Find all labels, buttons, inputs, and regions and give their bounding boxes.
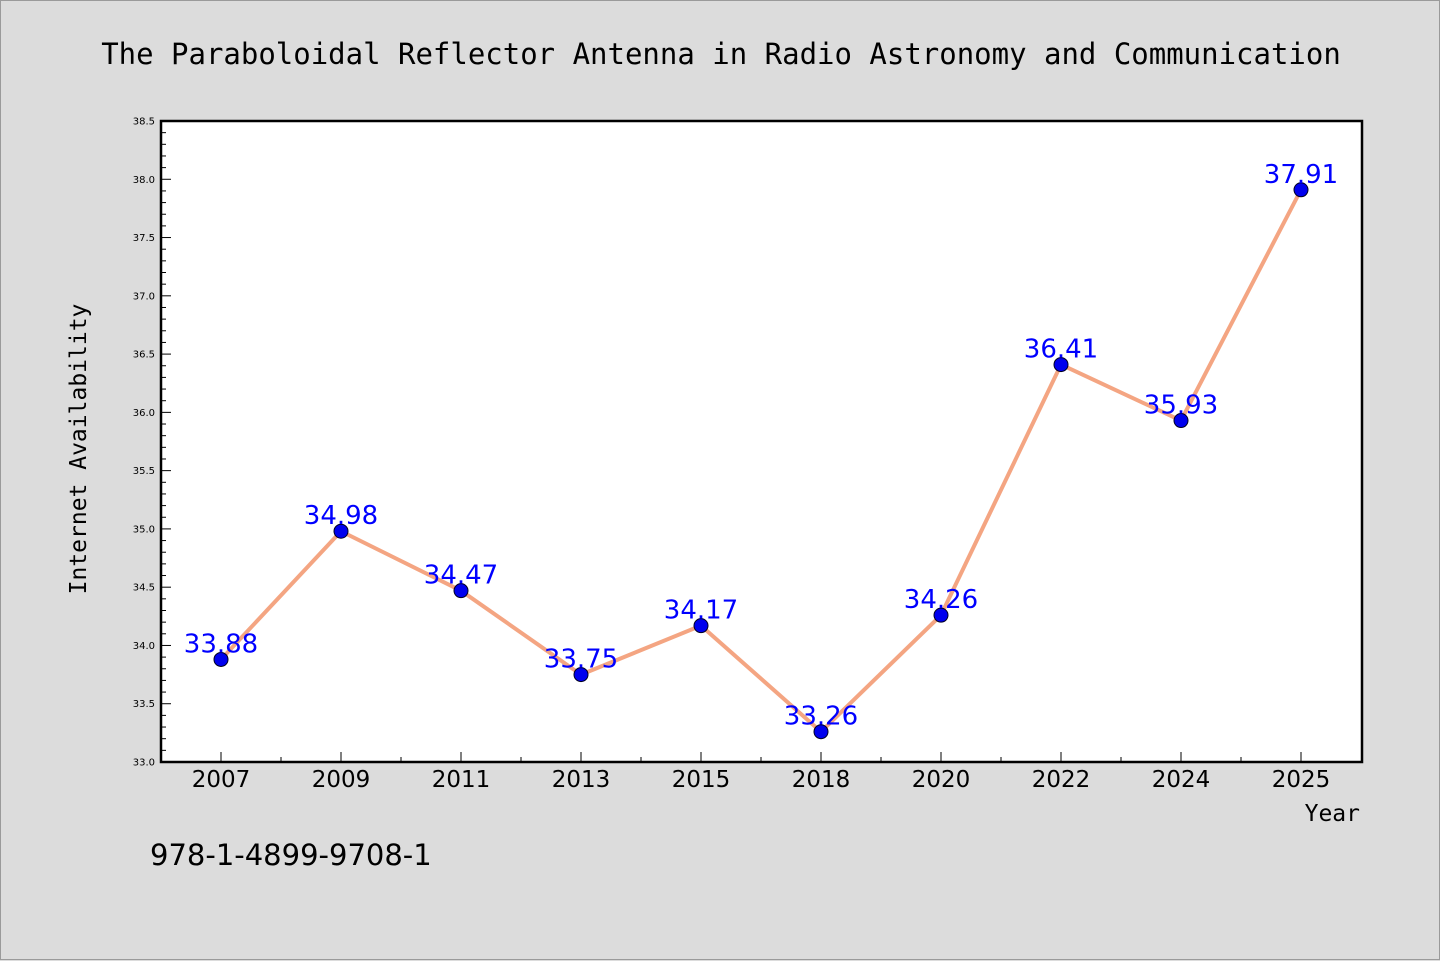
series-layer: [219, 187, 1303, 734]
y-tick-label: 36.0: [133, 408, 155, 419]
x-axis: 2007 2009 2011 2013 2015 2018 2020 2022 2024 2025: [192, 752, 1331, 793]
x-tick-label: 2007: [192, 767, 251, 793]
x-tick-label: 2013: [552, 767, 611, 793]
data-label: 33.26: [784, 702, 858, 732]
y-tick-label: 34.0: [133, 641, 155, 652]
data-point: [933, 607, 949, 623]
y-axis-label: Internet Availability: [66, 304, 92, 595]
y-tick-label: 37.5: [133, 233, 155, 244]
x-tick-label: 2018: [792, 767, 851, 793]
data-point: [813, 724, 829, 740]
data-point: [1053, 357, 1069, 373]
data-label: 34.47: [424, 561, 498, 591]
y-tick-label: 35.0: [133, 524, 155, 535]
data-label: 36.41: [1024, 335, 1098, 365]
data-point: [333, 523, 349, 539]
x-tick-label: 2009: [312, 767, 371, 793]
y-tick-label: 33.5: [133, 699, 155, 710]
x-tick-label: 2020: [912, 767, 971, 793]
x-tick-label: 2024: [1152, 767, 1211, 793]
y-tick-label: 37.0: [133, 291, 155, 302]
data-label: 34.17: [664, 596, 738, 626]
plot-area: [161, 121, 1362, 762]
y-tick-label: 34.5: [133, 583, 155, 594]
data-point: [213, 651, 229, 667]
chart-title: The Paraboloidal Reflector Antenna in Ra…: [101, 37, 1341, 71]
y-tick-label: 38.0: [133, 175, 155, 186]
data-label: 33.75: [544, 645, 618, 675]
data-label: 37.91: [1264, 160, 1338, 190]
data-label-layer: 33.88 34.98 34.47 33.75 34.17 33.26 34.26 36.41…: [184, 160, 1338, 732]
data-label: 34.98: [304, 501, 378, 531]
plot-frame: [159, 119, 1364, 764]
data-point: [1293, 182, 1309, 198]
y-axis: 33.0 33.5 34.0 34.5 35.0 35.5 36.0 36.5 37.0 37.5…: [133, 117, 171, 769]
y-tick-label: 33.0: [133, 758, 155, 769]
marker-layer: [213, 182, 1309, 740]
y-tick-label: 36.5: [133, 350, 155, 361]
isbn-code: 978-1-4899-9708-1: [150, 838, 432, 872]
x-axis-label: Year: [1305, 801, 1360, 827]
x-tick-label: 2022: [1032, 767, 1091, 793]
data-label: 33.88: [184, 629, 258, 659]
data-label: 34.26: [904, 585, 978, 615]
data-point: [573, 667, 589, 683]
x-tick-label: 2025: [1272, 767, 1331, 793]
y-tick-label: 38.5: [133, 117, 155, 128]
series-line: [219, 187, 1303, 734]
data-point: [693, 618, 709, 634]
y-tick-label: 35.5: [133, 466, 155, 477]
x-tick-label: 2011: [432, 767, 491, 793]
data-point: [453, 583, 469, 599]
data-label: 35.93: [1144, 391, 1218, 421]
data-point: [1173, 413, 1189, 429]
x-tick-label: 2015: [672, 767, 731, 793]
